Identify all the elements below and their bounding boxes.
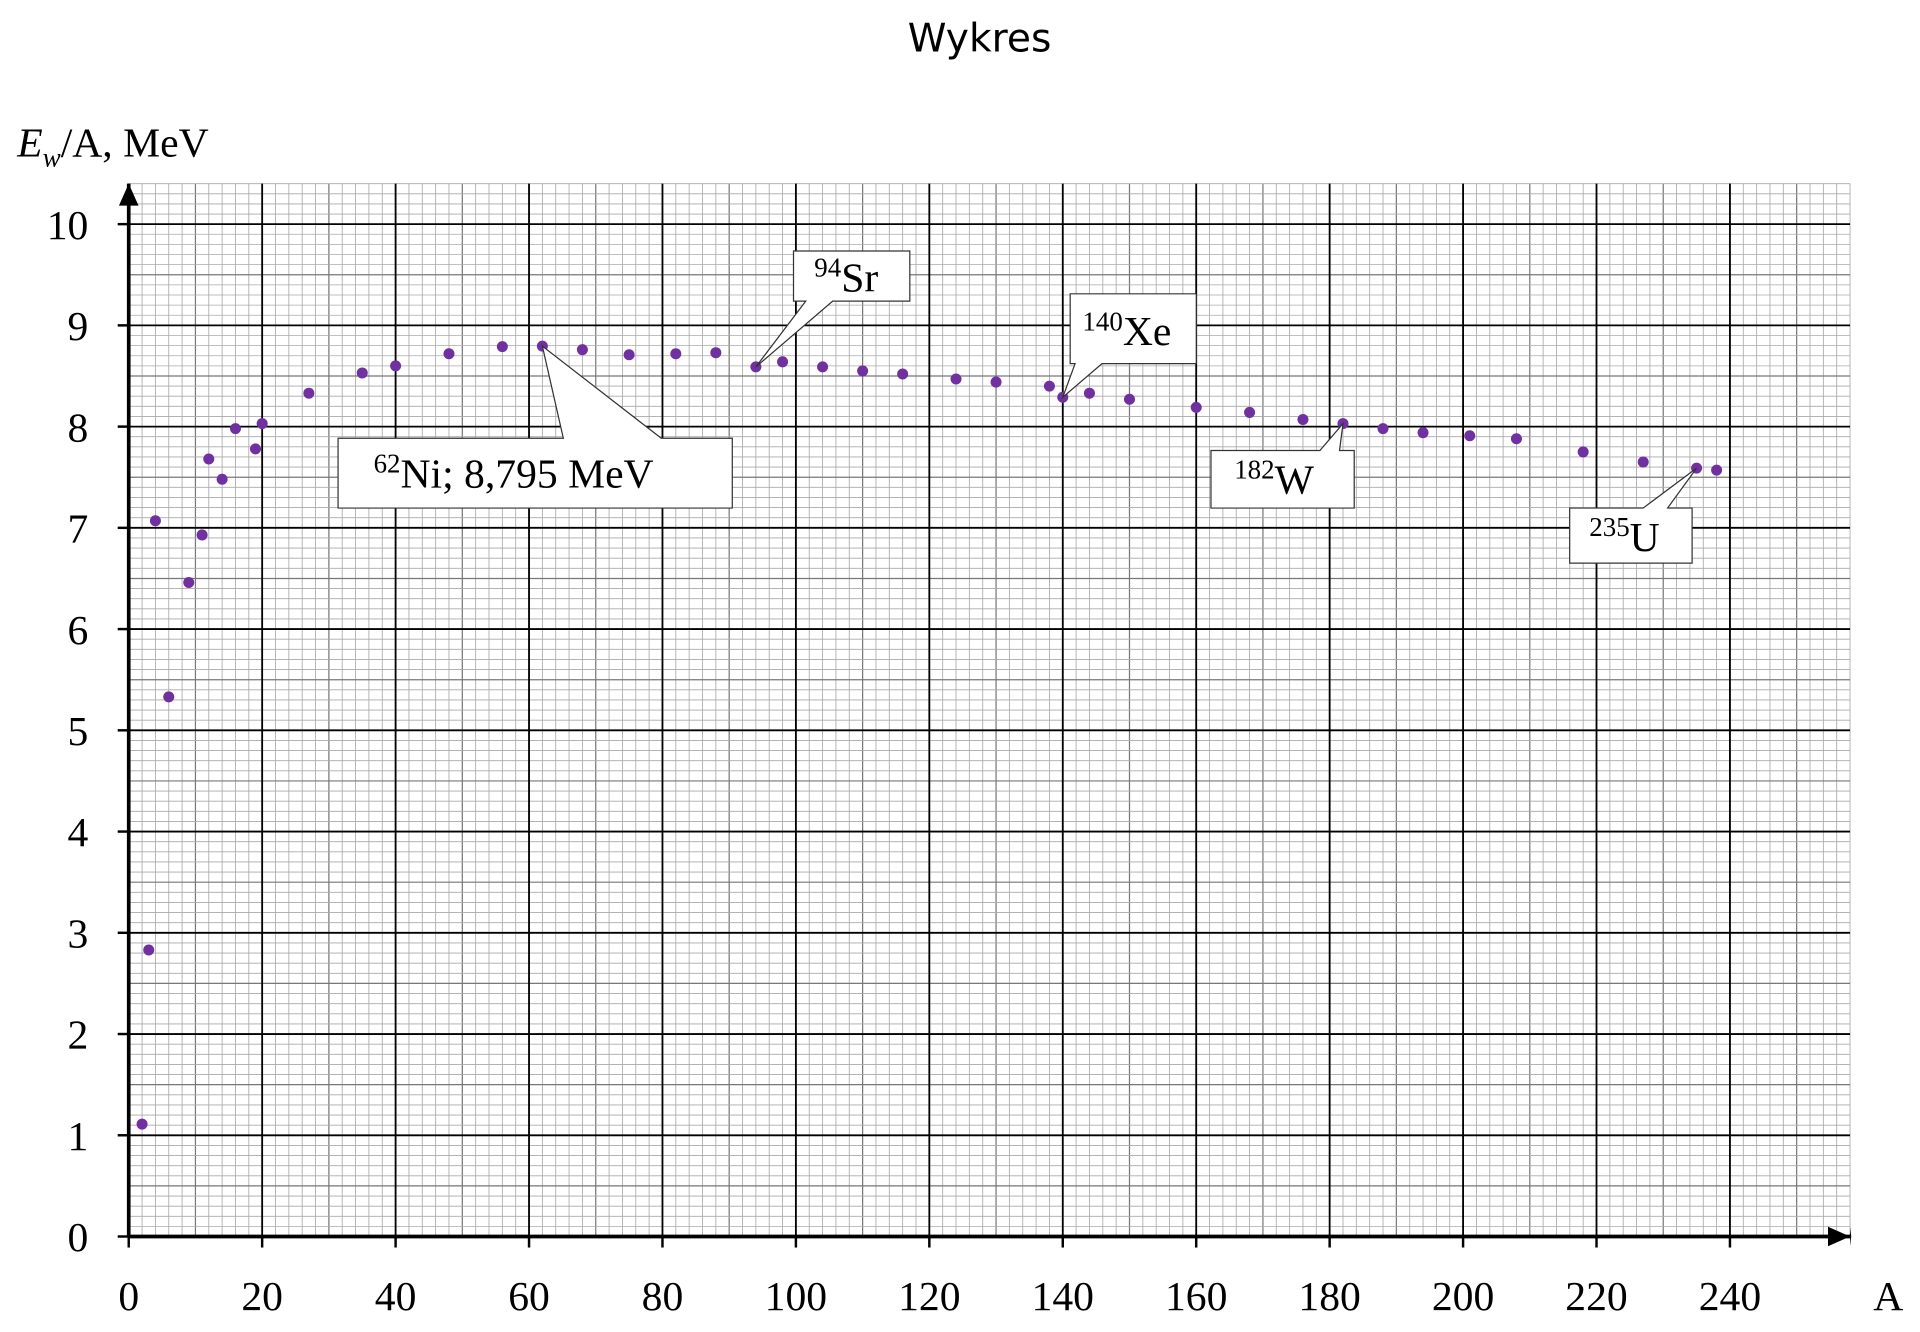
point <box>143 944 155 956</box>
y-label-rest: /A, MeV <box>61 121 209 167</box>
y-label-sub: w <box>43 143 61 173</box>
y-tick-label: 2 <box>68 1013 89 1059</box>
callout-mass: 94 <box>814 253 841 283</box>
callout-label: Ni; 8,795 MeV <box>400 451 653 497</box>
y-tick-label: 10 <box>47 203 89 249</box>
point <box>1377 423 1389 435</box>
x-tick-label: 200 <box>1432 1274 1494 1320</box>
point <box>390 360 402 372</box>
callout <box>1210 421 1355 509</box>
callout-mass: 182 <box>1234 455 1274 485</box>
point <box>1711 464 1723 476</box>
callout-text: 94Sr <box>814 253 878 302</box>
callout-text: 62Ni; 8,795 MeV <box>374 449 654 498</box>
point <box>249 443 261 455</box>
y-tick-label: 9 <box>68 304 89 350</box>
y-axis-arrow <box>118 183 139 206</box>
point <box>229 423 241 435</box>
point <box>710 347 722 359</box>
point <box>1083 387 1095 399</box>
x-tick-label: 20 <box>241 1274 283 1320</box>
chart-title: Wykres <box>908 16 1052 61</box>
point <box>1577 446 1589 458</box>
callout-label: Sr <box>841 255 878 301</box>
callout-text: 235U <box>1589 512 1659 561</box>
x-tick-label: 180 <box>1298 1274 1360 1320</box>
x-tick-label: 160 <box>1165 1274 1227 1320</box>
x-tick-label: 140 <box>1032 1274 1094 1320</box>
x-tick-label: 60 <box>508 1274 550 1320</box>
y-tick-label: 8 <box>68 405 89 451</box>
point <box>1190 401 1202 413</box>
point <box>623 349 635 361</box>
point <box>576 344 588 356</box>
callout-mass: 140 <box>1082 307 1122 337</box>
y-label-main: E <box>16 121 42 167</box>
point <box>203 453 215 465</box>
y-tick-label: 4 <box>68 810 89 856</box>
callout-label: Xe <box>1123 309 1172 355</box>
x-axis-label: A <box>1873 1274 1903 1320</box>
callout-label: U <box>1630 515 1660 561</box>
point <box>496 341 508 353</box>
point <box>443 348 455 360</box>
x-tick-label: 40 <box>375 1274 417 1320</box>
grid <box>127 183 1851 1238</box>
point <box>1244 406 1256 418</box>
callout-text: 182W <box>1234 455 1314 504</box>
x-tick-label: 80 <box>642 1274 684 1320</box>
callout <box>337 344 733 509</box>
point <box>777 356 789 368</box>
point <box>149 515 161 527</box>
point <box>196 529 208 541</box>
y-axis-label: Ew/A, MeV <box>16 121 208 173</box>
x-tick-label: 240 <box>1699 1274 1761 1320</box>
callout-label: W <box>1275 457 1315 503</box>
point <box>897 368 909 380</box>
point <box>1510 433 1522 445</box>
callout-mass: 62 <box>374 449 401 479</box>
point <box>136 1118 148 1130</box>
point <box>1417 427 1429 439</box>
y-tick-label: 0 <box>68 1215 89 1261</box>
y-tick-label: 6 <box>68 608 89 654</box>
x-tick-label: 120 <box>898 1274 960 1320</box>
point <box>990 376 1002 388</box>
point <box>163 691 175 703</box>
point <box>1297 414 1309 426</box>
callout <box>1061 293 1197 400</box>
callout <box>755 250 911 368</box>
point <box>1464 430 1476 442</box>
point <box>1043 380 1055 392</box>
point <box>857 365 869 377</box>
point <box>356 367 368 379</box>
point <box>670 348 682 360</box>
point <box>216 473 228 485</box>
callout-mass: 235 <box>1589 512 1629 542</box>
point <box>183 577 195 589</box>
x-tick-label: 220 <box>1565 1274 1627 1320</box>
point <box>256 418 268 430</box>
point <box>1637 456 1649 468</box>
point <box>817 361 829 373</box>
x-tick-label: 100 <box>765 1274 827 1320</box>
y-tick-label: 7 <box>68 507 89 553</box>
y-tick-label: 5 <box>68 709 89 755</box>
y-tick-label: 3 <box>68 911 89 957</box>
point <box>303 387 315 399</box>
point <box>950 373 962 385</box>
y-tick-label: 1 <box>68 1114 89 1160</box>
point <box>1123 393 1135 405</box>
callout <box>1569 467 1698 564</box>
callout-text: 140Xe <box>1082 307 1171 356</box>
x-axis-arrow <box>1828 1226 1852 1247</box>
x-tick-label: 0 <box>118 1274 139 1320</box>
